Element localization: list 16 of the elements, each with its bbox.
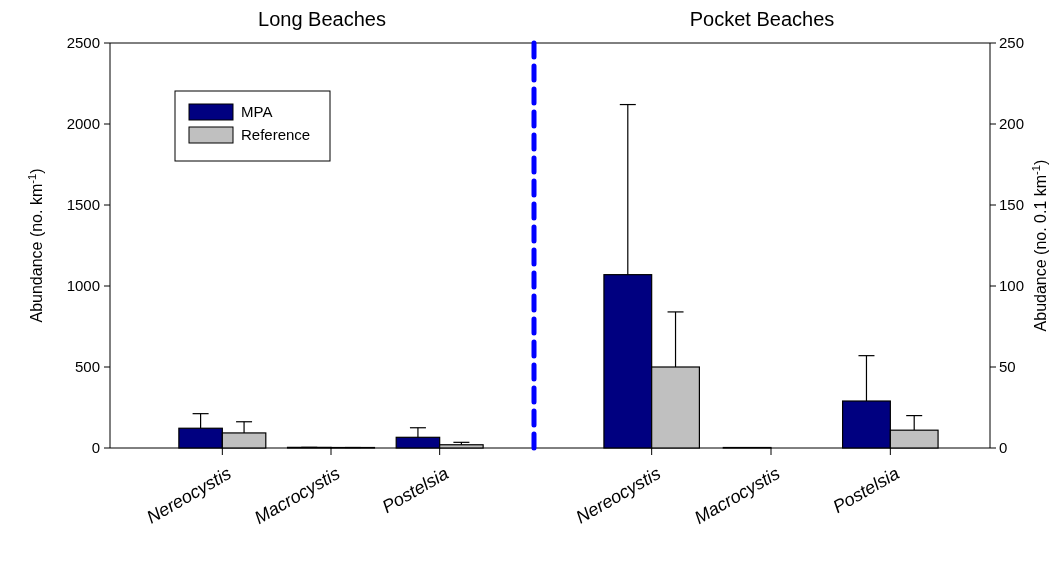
y2-tick-label: 50	[999, 358, 1016, 376]
y2-tick-label: 100	[999, 277, 1025, 295]
y2-tick-label: 150	[999, 196, 1025, 214]
y-tick-label: 0	[91, 439, 100, 457]
y-tick-label: 1000	[66, 277, 100, 295]
y2-tick-label: 200	[999, 115, 1025, 133]
y-tick-label: 1500	[66, 196, 100, 214]
y2-tick-label: 250	[999, 34, 1025, 52]
legend-label: MPA	[241, 103, 273, 121]
y-tick-label: 2500	[66, 34, 100, 52]
y-tick-label: 500	[74, 358, 100, 376]
y-tick-label: 2000	[66, 115, 100, 133]
legend-label: Reference	[241, 126, 311, 144]
chart-title: Pocket Beaches	[689, 8, 835, 30]
y2-tick-label: 0	[999, 439, 1008, 457]
chart-title: Long Beaches	[258, 8, 386, 30]
